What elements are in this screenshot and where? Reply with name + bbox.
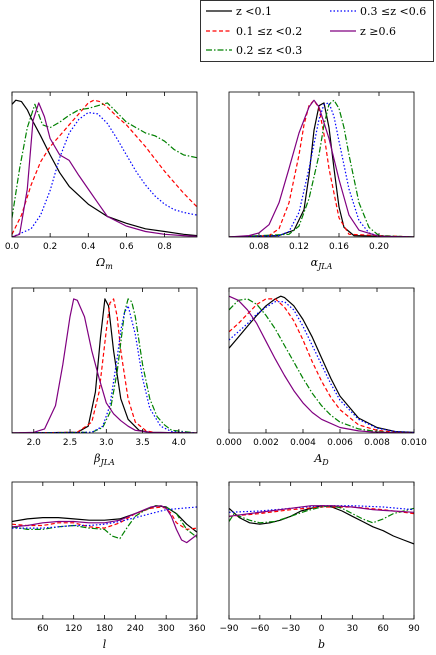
legend-label-2: 0.2 ≤z <0.3	[236, 44, 302, 57]
panel-0-series-2	[12, 102, 197, 218]
panel-2-ticklabel-1: 2.5	[63, 438, 77, 448]
panel-4-ticklabel-0: 60	[37, 624, 49, 634]
panel-4-series-0	[12, 505, 197, 533]
panel-4-ticklabel-5: 360	[188, 624, 205, 634]
panel-4-frame	[11, 481, 198, 620]
panel-1-ticklabel-2: 0.16	[329, 242, 349, 252]
panel-0-ticklabel-1: 0.2	[43, 242, 57, 252]
panel-0-series-1	[12, 99, 197, 235]
panel-3: 0.000 0.002 0.004 0.006 0.008 0.010 AD	[216, 287, 427, 467]
axis-label-4: l	[103, 638, 107, 651]
panel-4-series-2	[12, 505, 197, 540]
panel-5-ticklabel-3: 0	[319, 624, 325, 634]
panel-2-series-4	[12, 298, 197, 433]
panel-0-series-4	[12, 102, 197, 237]
panel-5-frame	[228, 481, 415, 620]
axis-label-0: Ωm	[95, 256, 113, 271]
panel-3-series-4	[229, 295, 414, 433]
panel-0: 0.0 0.2 0.4 0.6 0.8 Ωm	[5, 91, 198, 271]
panel-3-frame	[228, 287, 415, 434]
axis-label-2: βJLA	[93, 452, 115, 467]
panel-0-series-0	[12, 99, 197, 237]
panel-4-ticklabel-3: 240	[127, 624, 144, 634]
panel-1-ticklabel-3: 0.20	[369, 242, 389, 252]
panel-5-ticklabel-4: 30	[347, 624, 359, 634]
panel-3-ticklabel-2: 0.004	[290, 438, 316, 448]
panel-3-ticklabel-3: 0.006	[327, 438, 353, 448]
panel-2-ticklabel-3: 3.5	[135, 438, 149, 448]
panel-4-series-1	[12, 506, 197, 531]
legend-label-0: z <0.1	[236, 5, 272, 18]
panel-4-series-4	[12, 505, 197, 544]
panel-5: −90 −60 −30 0 30 60 90 b	[220, 481, 420, 651]
legend: z <0.1 0.1 ≤z <0.2 0.2 ≤z <0.3 0.3 ≤z <0.6 z…	[200, 0, 434, 62]
legend-box	[200, 0, 434, 62]
panel-1-frame	[228, 91, 415, 238]
panel-3-series-0	[229, 295, 414, 433]
panel-4: 60 120 180 240 300 360 l	[11, 481, 206, 651]
panel-5-series-4	[229, 505, 414, 517]
panel-1-series-4	[229, 99, 414, 237]
panel-2-frame	[11, 287, 198, 434]
panel-0-ticklabel-0: 0.0	[5, 242, 20, 252]
legend-label-4: z ≥0.6	[360, 25, 396, 38]
panel-4-ticklabel-1: 120	[65, 624, 82, 634]
legend-label-1: 0.1 ≤z <0.2	[236, 25, 302, 38]
axis-label-3: AD	[313, 452, 329, 467]
legend-label-3: 0.3 ≤z <0.6	[360, 5, 426, 18]
panel-5-ticklabel-5: 60	[377, 624, 389, 634]
panel-0-ticklabel-4: 0.8	[157, 242, 172, 252]
panel-5-ticklabel-6: 90	[408, 624, 420, 634]
panel-2: 2.0 2.5 3.0 3.5 4.0 βJLA	[11, 287, 198, 467]
panel-1: 0.08 0.12 0.16 0.20 αJLA	[228, 91, 415, 271]
panel-0-ticklabel-3: 0.6	[119, 242, 134, 252]
panel-1-series-1	[229, 99, 414, 237]
panel-3-ticklabel-4: 0.008	[364, 438, 390, 448]
panel-3-series-1	[229, 298, 414, 433]
panel-2-series-3	[12, 305, 197, 433]
panel-4-ticklabel-2: 180	[96, 624, 113, 634]
panel-0-series-3	[12, 111, 197, 237]
panel-4-ticklabel-4: 300	[158, 624, 175, 634]
panel-5-ticklabel-0: −90	[220, 624, 239, 634]
panel-3-ticklabel-1: 0.002	[253, 438, 279, 448]
panel-5-series-3	[229, 505, 414, 513]
panel-5-ticklabel-1: −60	[250, 624, 269, 634]
panel-2-ticklabel-4: 4.0	[172, 438, 187, 448]
panel-1-ticklabel-1: 0.12	[289, 242, 309, 252]
panel-1-ticklabel-0: 0.08	[249, 242, 269, 252]
panel-5-series-0	[229, 505, 414, 545]
panel-2-series-2	[12, 298, 197, 433]
panel-0-frame	[11, 91, 198, 238]
panel-3-series-2	[229, 298, 414, 433]
panel-0-ticklabel-2: 0.4	[81, 242, 96, 252]
panel-2-ticklabel-2: 3.0	[99, 438, 114, 448]
panel-2-ticklabel-0: 2.0	[27, 438, 42, 448]
panel-3-ticklabel-0: 0.000	[216, 438, 242, 448]
panel-3-series-3	[229, 301, 414, 433]
axis-label-5: b	[318, 638, 325, 651]
axis-label-1: αJLA	[311, 256, 333, 271]
panel-1-series-2	[229, 99, 414, 237]
panel-2-series-0	[12, 298, 197, 433]
panel-2-series-1	[12, 298, 197, 433]
panel-3-ticklabel-5: 0.010	[401, 438, 427, 448]
panel-5-ticklabel-2: −30	[281, 624, 300, 634]
panel-5-series-2	[229, 505, 414, 524]
panel-5-series-1	[229, 506, 414, 517]
